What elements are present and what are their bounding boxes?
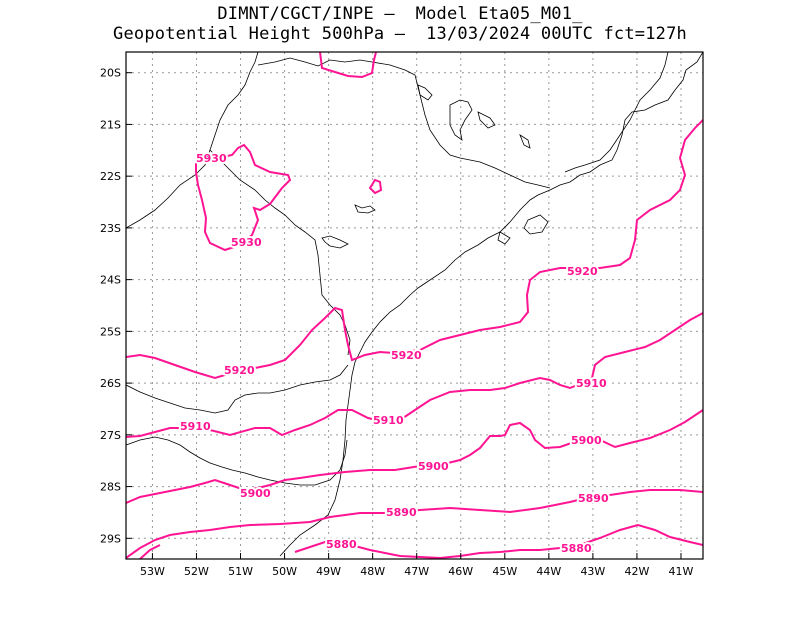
state-border (126, 364, 349, 414)
state-border (414, 74, 551, 189)
contour-5930-north (319, 52, 377, 79)
contour-label-5930: 5930 (196, 152, 227, 165)
contour-label-5920: 5920 (391, 349, 422, 362)
y-tick-label: 24S (100, 274, 121, 287)
x-tick-label: 49W (316, 565, 341, 578)
contour-5890 (126, 489, 703, 559)
x-tick-label: 42W (624, 565, 649, 578)
contour-label-5910: 5910 (576, 377, 607, 390)
contour-label-5920: 5920 (224, 364, 255, 377)
chart-title-line2: Geopotential Height 500hPa – 13/03/2024 … (113, 24, 687, 44)
contour-label-5930: 5930 (231, 236, 262, 249)
coastline (279, 52, 703, 557)
contour-labels: 5930 5930 5920 5920 5920 5910 5910 5910 … (178, 150, 611, 557)
lake (354, 204, 376, 214)
x-tick-label: 41W (669, 565, 694, 578)
x-tick-label: 47W (404, 565, 429, 578)
lake (417, 84, 433, 101)
x-tick-label: 53W (140, 565, 165, 578)
y-tick-label: 22S (100, 170, 121, 183)
contour-label-5920: 5920 (567, 265, 598, 278)
contour-5880-west (139, 544, 161, 559)
lake (477, 111, 496, 129)
chart-title-line1: DIMNT/CGCT/INPE – Model Eta05_M01_ (217, 4, 583, 24)
contour-5920 (126, 119, 703, 380)
contour-label-5890: 5890 (578, 492, 609, 505)
plot-frame (125, 51, 704, 560)
y-tick-label: 20S (100, 67, 121, 80)
coastline-borders (126, 52, 703, 557)
island (523, 214, 549, 235)
state-border (564, 119, 631, 173)
contour-label-5900: 5900 (240, 487, 271, 500)
y-tick-label: 28S (100, 481, 121, 494)
contour-label-5880: 5880 (326, 538, 357, 551)
grid-lines (126, 52, 703, 559)
lake (519, 134, 531, 149)
y-tick-label: 25S (100, 325, 121, 338)
x-tick-label: 46W (448, 565, 473, 578)
lake (321, 235, 349, 249)
contour-label-5910: 5910 (180, 420, 211, 433)
state-border (257, 57, 416, 76)
contour-5900 (126, 409, 703, 504)
state-border (209, 149, 351, 356)
contour-lines (126, 52, 703, 559)
y-tick-label: 29S (100, 532, 121, 545)
y-tick-label: 23S (100, 222, 121, 235)
x-tick-label: 51W (228, 565, 253, 578)
contour-label-5900: 5900 (571, 434, 602, 447)
contour-label-5910: 5910 (373, 414, 404, 427)
axis-ticks: 53W 52W 51W 50W 49W 48W 47W 46W 45W 44W 43W 42W 41W 2… (100, 67, 694, 578)
contour-5910 (126, 312, 703, 438)
x-tick-label: 45W (492, 565, 517, 578)
x-tick-label: 48W (360, 565, 385, 578)
x-tick-label: 44W (536, 565, 561, 578)
x-tick-label: 52W (184, 565, 209, 578)
x-tick-label: 43W (580, 565, 605, 578)
contour-label-5890: 5890 (386, 506, 417, 519)
state-border (629, 52, 669, 121)
contour-5930-west (195, 143, 292, 252)
x-tick-label: 50W (272, 565, 297, 578)
island (497, 231, 511, 245)
lake (449, 99, 473, 141)
contour-5930-small (368, 178, 383, 195)
contour-label-5880: 5880 (561, 542, 592, 555)
y-tick-label: 21S (100, 118, 121, 131)
y-tick-label: 26S (100, 377, 121, 390)
contour-label-5900: 5900 (418, 460, 449, 473)
state-border (126, 436, 348, 486)
contour-5880 (294, 523, 703, 559)
y-tick-label: 27S (100, 429, 121, 442)
state-border (126, 52, 259, 229)
